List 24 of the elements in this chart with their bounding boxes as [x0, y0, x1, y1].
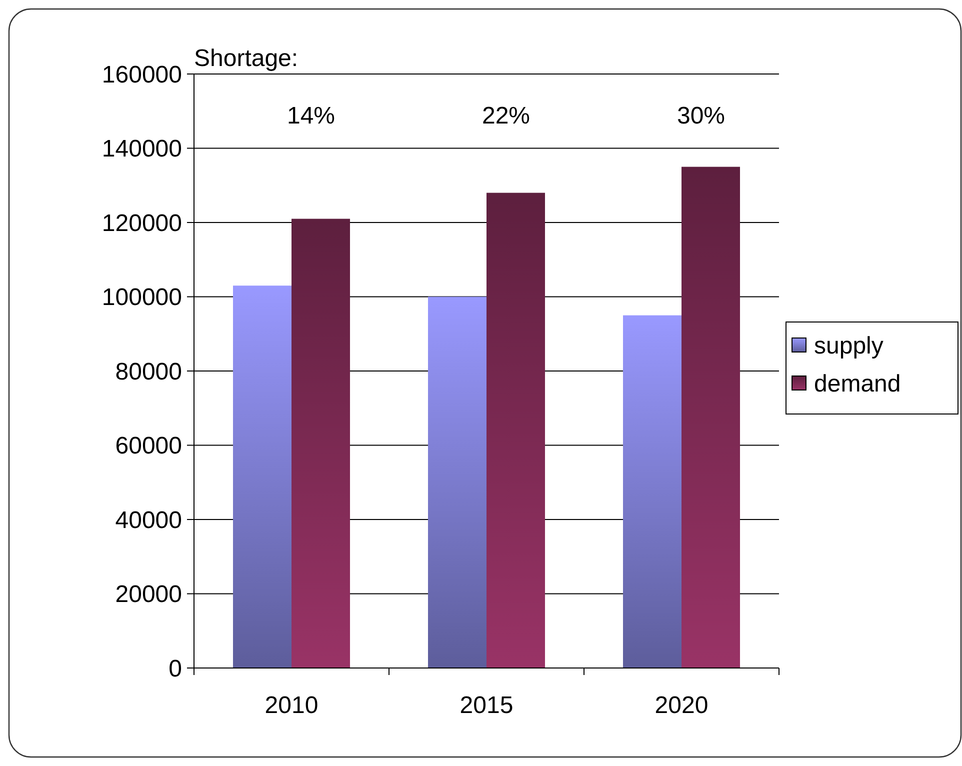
y-tick-label: 160000: [102, 61, 182, 88]
annotation: 14%: [286, 102, 336, 130]
text: Shortage:: [194, 45, 298, 72]
legend-label: demand: [814, 370, 901, 398]
y-tick-label: 140000: [102, 136, 182, 163]
bar: [682, 166, 740, 668]
y-tick-label: 80000: [115, 358, 182, 386]
bar: [233, 286, 292, 668]
y-tick-label: 40000: [115, 506, 182, 534]
annotation: 30%: [676, 102, 726, 130]
y-tick-label: 0: [168, 655, 182, 682]
y-tick-label: 100000: [102, 284, 182, 312]
x-tick-label: 2010: [264, 692, 318, 719]
y-tick-label: 20000: [115, 581, 182, 608]
y-tick-label: 120000: [102, 210, 182, 237]
bar: [486, 192, 545, 668]
x-tick-label: 2015: [460, 692, 514, 719]
bar: [428, 296, 486, 668]
x-tick-label: 2020: [654, 692, 708, 719]
bar: [623, 315, 682, 668]
legend-label: supply: [814, 332, 884, 360]
y-tick-label: 60000: [115, 432, 182, 460]
bar: [292, 218, 350, 668]
annotation: 22%: [482, 102, 530, 130]
